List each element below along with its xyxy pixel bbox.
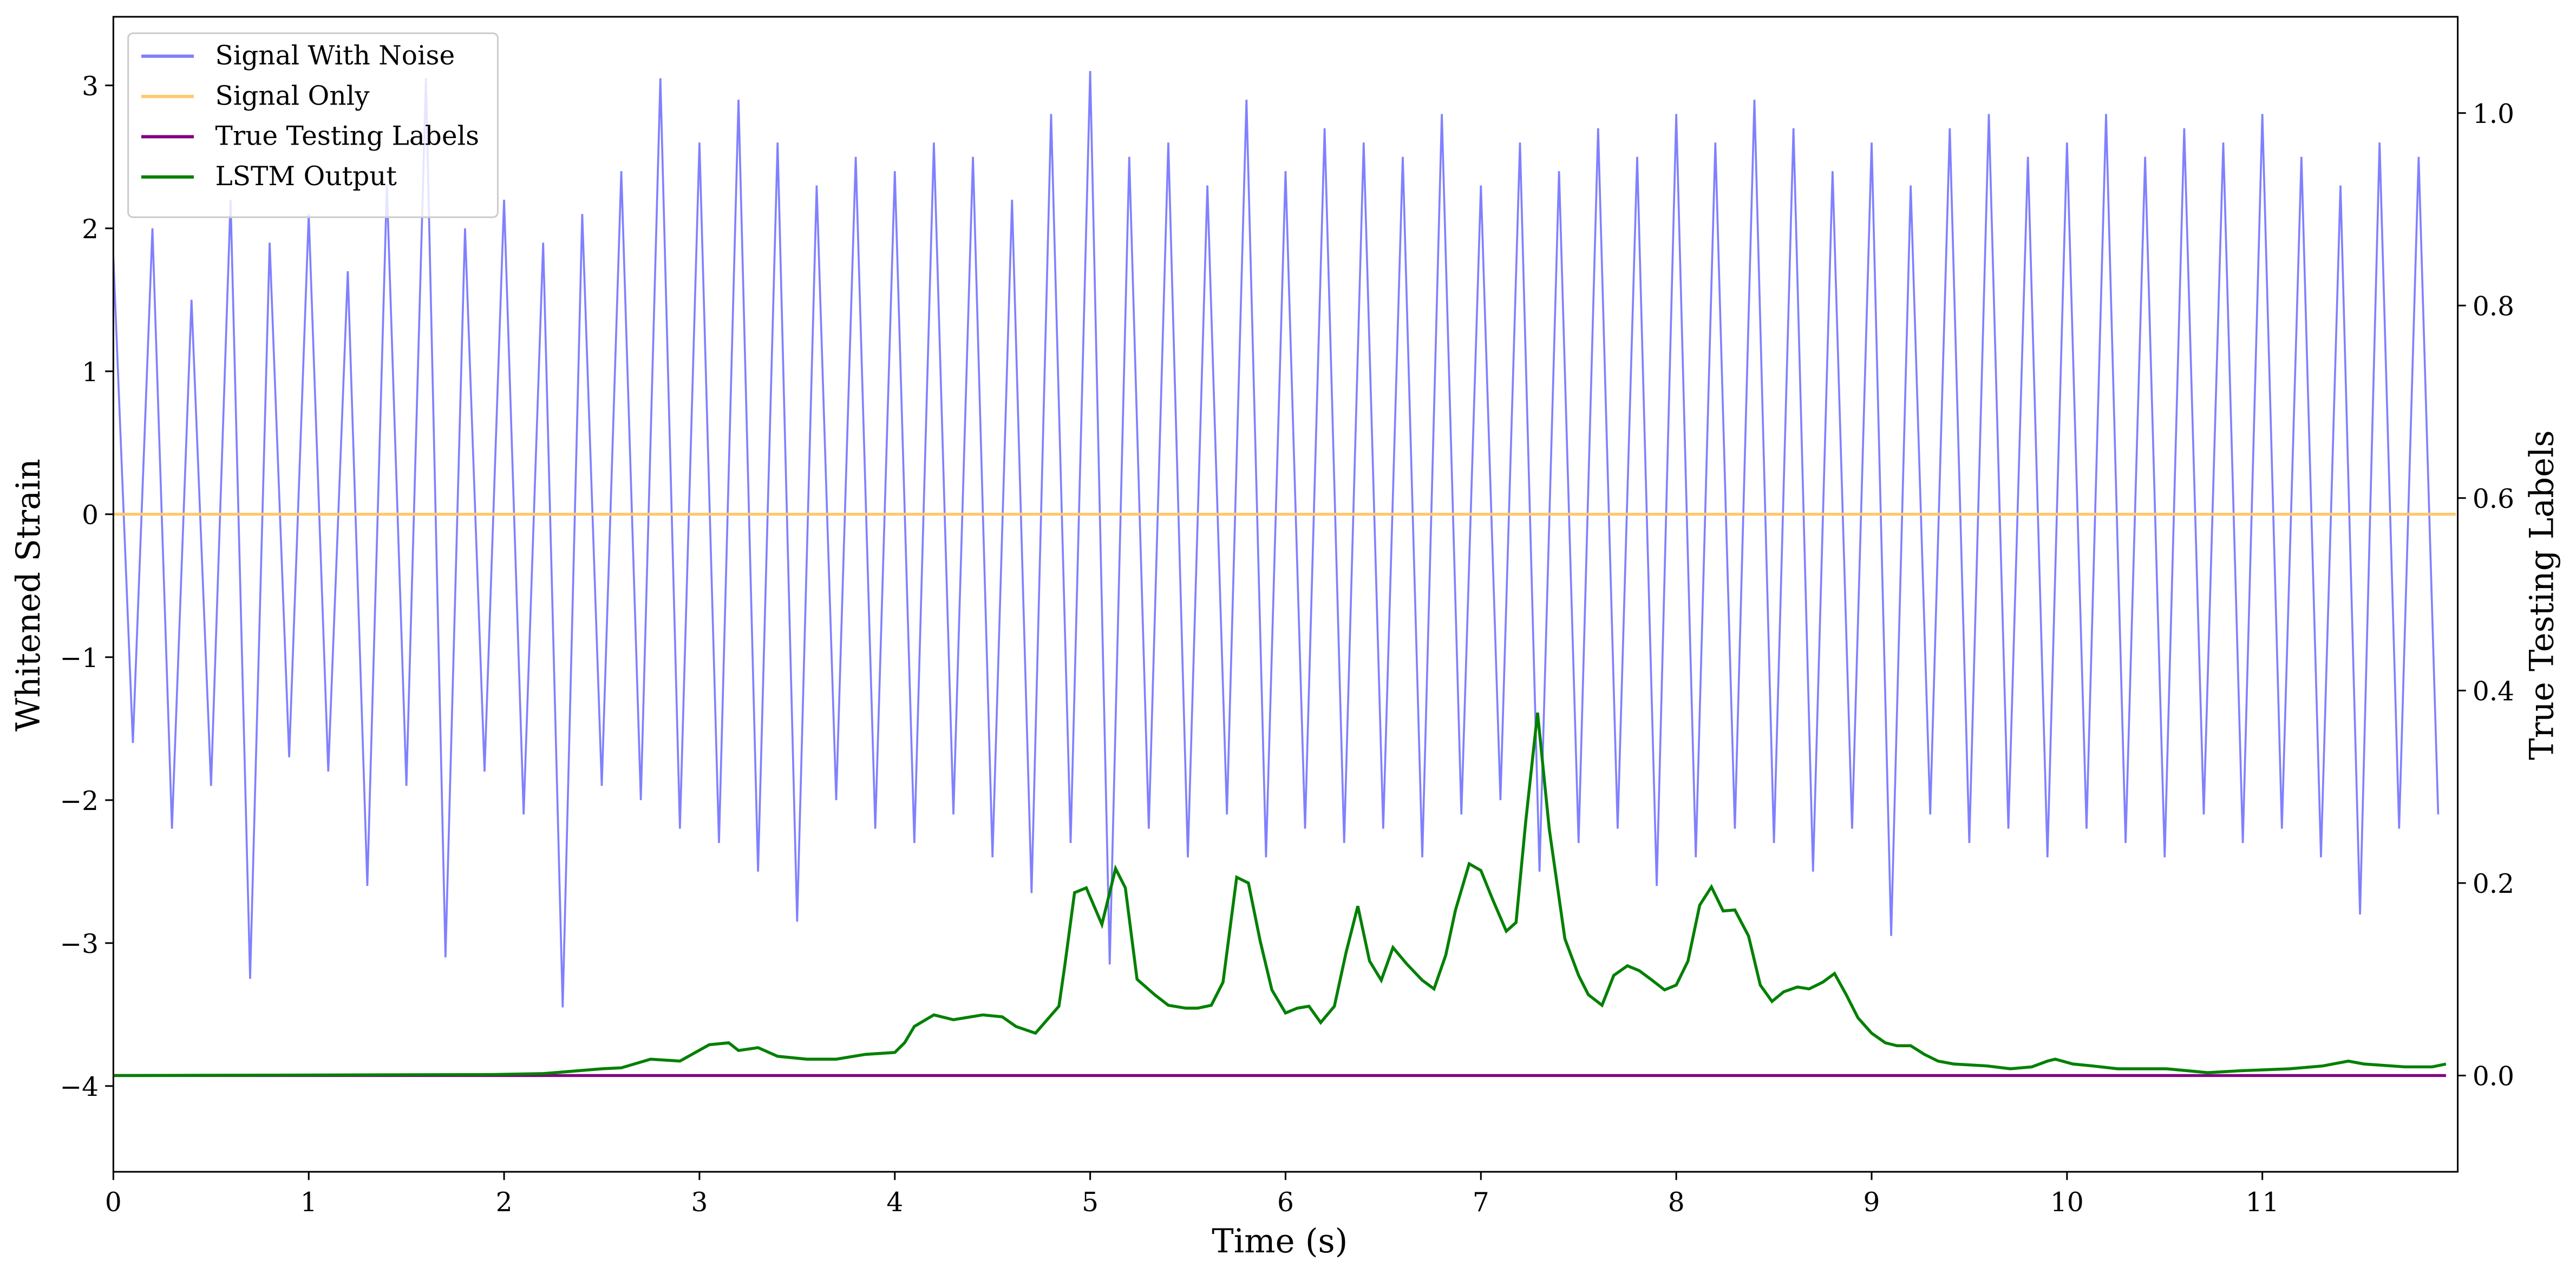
y2-tick-label: 0.2: [2473, 869, 2514, 899]
y-tick-label: −3: [60, 929, 99, 959]
series-line: [113, 712, 2447, 1077]
x-tick-label: 1: [300, 1187, 317, 1218]
y-tick-label: 1: [82, 357, 99, 388]
y-tick-label: −4: [60, 1072, 99, 1102]
x-tick-label: 3: [691, 1187, 708, 1218]
y2-tick-label: 0.8: [2473, 292, 2514, 322]
x-axis-label: Time (s): [1212, 1223, 1348, 1260]
y2-tick-label: 0.4: [2473, 677, 2514, 707]
y-tick-label: −1: [60, 643, 99, 674]
x-tick-label: 2: [496, 1187, 513, 1218]
x-tick-label: 4: [886, 1187, 903, 1218]
x-tick-label: 0: [105, 1187, 122, 1218]
x-tick-label: 6: [1277, 1187, 1294, 1218]
x-tick-label: 9: [1864, 1187, 1880, 1218]
y2-tick-label: 0.6: [2473, 484, 2514, 514]
x-tick-label: 8: [1668, 1187, 1685, 1218]
y-axis-label: Whitened Strain: [10, 459, 48, 731]
legend-label: True Testing Labels: [215, 121, 480, 152]
y-tick-label: 0: [82, 500, 99, 531]
y-tick-label: −2: [60, 786, 99, 816]
y-tick-label: 2: [82, 214, 99, 245]
legend-label: LSTM Output: [215, 161, 397, 192]
y-tick-label: 3: [82, 71, 99, 102]
legend-box: [127, 32, 499, 218]
x-tick-label: 11: [2246, 1187, 2279, 1218]
x-tick-label: 10: [2050, 1187, 2084, 1218]
y2-tick-label: 1.0: [2473, 99, 2514, 129]
x-tick-label: 5: [1082, 1187, 1099, 1218]
y2-tick-label: 0.0: [2473, 1062, 2514, 1092]
legend-label: Signal Only: [215, 81, 370, 111]
x-tick-label: 7: [1473, 1187, 1489, 1218]
y2-axis-label: True Testing Labels: [2523, 430, 2561, 760]
legend-label: Signal With Noise: [215, 41, 455, 71]
plot-frame: [112, 16, 2459, 1173]
